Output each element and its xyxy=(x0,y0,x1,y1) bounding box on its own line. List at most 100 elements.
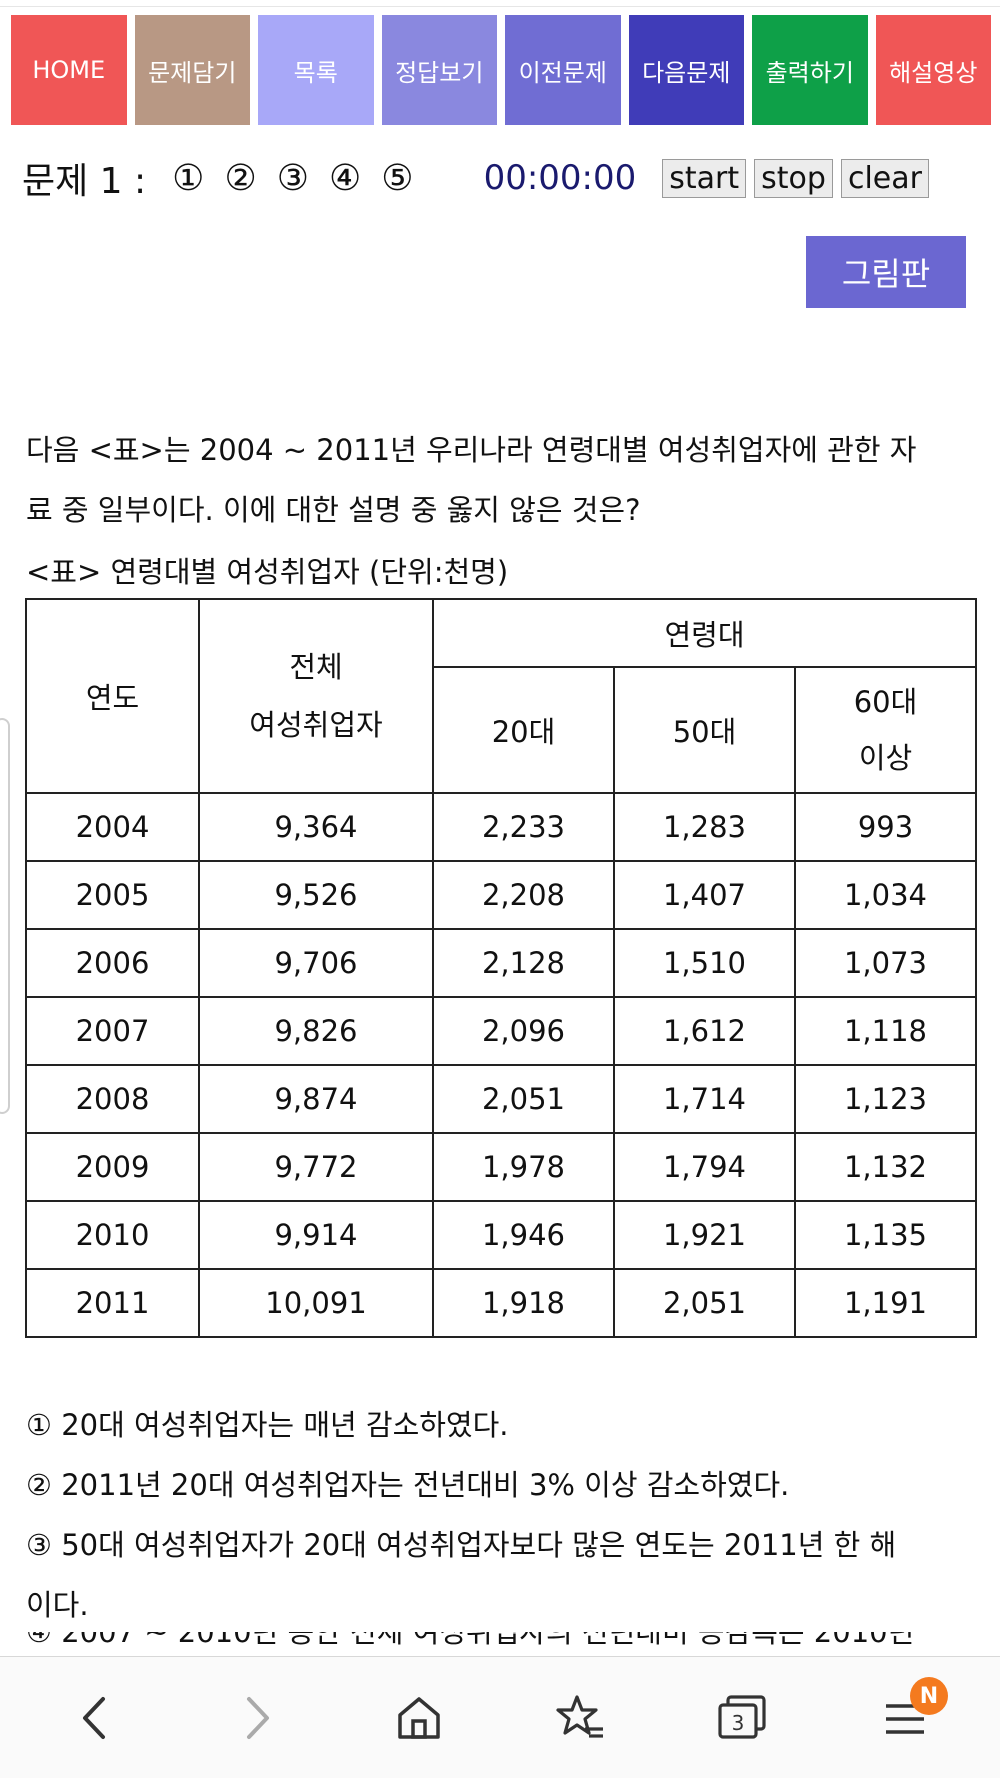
top-divider xyxy=(0,6,1000,7)
explanation-video-button[interactable]: 해설영상 xyxy=(875,15,991,125)
table-row: 2011 10,091 1,918 2,051 1,191 xyxy=(25,1268,977,1338)
option-1: ① 20대 여성취업자는 매년 감소하였다. xyxy=(26,1408,509,1442)
header-50s: 50대 xyxy=(613,666,796,794)
drawing-board-button[interactable]: 그림판 xyxy=(806,236,966,308)
age-20s-cell: 2,051 xyxy=(432,1064,615,1134)
list-button[interactable]: 목록 xyxy=(258,15,374,125)
option-3: ③ 50대 여성취업자가 20대 여성취업자보다 많은 연도는 2011년 한 … xyxy=(26,1515,976,1635)
year-cell: 2009 xyxy=(25,1132,200,1202)
header-age-group: 연령대 xyxy=(432,598,977,668)
option-2: ② 2011년 20대 여성취업자는 전년대비 3% 이상 감소하였다. xyxy=(26,1468,790,1502)
year-cell: 2010 xyxy=(25,1200,200,1270)
total-cell: 10,091 xyxy=(198,1268,434,1338)
table-row: 2006 9,706 2,128 1,510 1,073 xyxy=(25,928,977,998)
question-text-line: 료 중 일부이다. 이에 대한 설명 중 옳지 않은 것은? xyxy=(26,493,641,527)
year-cell: 2007 xyxy=(25,996,200,1066)
option-4-partial: ④ 2007 ~ 2010년 동안 전체 여성취업자의 전년대비 증감폭은 20… xyxy=(26,1632,976,1652)
age-60-plus-cell: 1,118 xyxy=(794,996,977,1066)
header-60-line: 60대 xyxy=(853,685,918,719)
age-20s-cell: 2,096 xyxy=(432,996,615,1066)
total-cell: 9,772 xyxy=(198,1132,434,1202)
header-total-line: 전체 xyxy=(289,650,343,684)
option-3-line: ③ 50대 여성취업자가 20대 여성취업자보다 많은 연도는 2011년 한 … xyxy=(26,1528,897,1562)
menu-notification-badge: N xyxy=(910,1677,948,1715)
option-3-line: 이다. xyxy=(26,1588,89,1622)
total-cell: 9,914 xyxy=(198,1200,434,1270)
timer-start-button[interactable]: start xyxy=(662,158,747,198)
question-text-line: 다음 <표>는 2004 ~ 2011년 우리나라 연령대별 여성취업자에 관한… xyxy=(26,433,917,467)
year-cell: 2005 xyxy=(25,860,200,930)
print-button[interactable]: 출력하기 xyxy=(752,15,868,125)
question-text: 다음 <표>는 2004 ~ 2011년 우리나라 연령대별 여성취업자에 관한… xyxy=(26,420,976,540)
answer-choice-5[interactable]: ⑤ xyxy=(381,157,414,199)
age-60-plus-cell: 1,123 xyxy=(794,1064,977,1134)
timer-clear-button[interactable]: clear xyxy=(840,158,929,198)
table-body: 2004 9,364 2,233 1,283 993 2005 9,526 2,208 1,40… xyxy=(25,792,977,1338)
age-50s-cell: 1,612 xyxy=(613,996,796,1066)
menu-icon[interactable]: N xyxy=(870,1677,948,1753)
next-question-button[interactable]: 다음문제 xyxy=(628,15,744,125)
header-20s: 20대 xyxy=(432,666,615,794)
age-20s-cell: 2,128 xyxy=(432,928,615,998)
answer-choice-2[interactable]: ② xyxy=(224,157,257,199)
table-row: 2010 9,914 1,946 1,921 1,135 xyxy=(25,1200,977,1270)
total-cell: 9,706 xyxy=(198,928,434,998)
total-cell: 9,826 xyxy=(198,996,434,1066)
answer-choice-4[interactable]: ④ xyxy=(329,157,362,199)
year-cell: 2011 xyxy=(25,1268,200,1338)
back-icon[interactable] xyxy=(60,1683,130,1753)
age-50s-cell: 1,714 xyxy=(613,1064,796,1134)
table-caption: <표> 연령대별 여성취업자 (단위:천명) xyxy=(26,555,509,589)
header-60-plus: 60대 이상 xyxy=(794,666,977,794)
table-row: 2005 9,526 2,208 1,407 1,034 xyxy=(25,860,977,930)
tabs-icon[interactable]: 3 xyxy=(708,1683,778,1753)
option-4-text: ④ 2007 ~ 2010년 동안 전체 여성취업자의 전년대비 증감폭은 20… xyxy=(26,1632,915,1649)
side-panel-handle[interactable] xyxy=(0,718,10,1114)
data-table: 연도 전체 여성취업자 연령대 20대 50대 60대 이상 2004 9,364… xyxy=(25,598,977,1338)
show-answer-button[interactable]: 정답보기 xyxy=(381,15,497,125)
question-number-label: 문제 1 : xyxy=(22,161,147,202)
timer-display: 00:00:00 xyxy=(483,158,637,198)
age-20s-cell: 1,918 xyxy=(432,1268,615,1338)
total-cell: 9,874 xyxy=(198,1064,434,1134)
header-total: 전체 여성취업자 xyxy=(198,598,434,794)
age-50s-cell: 1,407 xyxy=(613,860,796,930)
age-50s-cell: 1,510 xyxy=(613,928,796,998)
answer-options: ① 20대 여성취업자는 매년 감소하였다. ② 2011년 20대 여성취업자… xyxy=(26,1395,976,1635)
browser-bottom-bar: 3 N xyxy=(0,1656,1000,1778)
age-50s-cell: 1,283 xyxy=(613,792,796,862)
question-content: 다음 <표>는 2004 ~ 2011년 우리나라 연령대별 여성취업자에 관한… xyxy=(26,420,976,592)
timer-stop-button[interactable]: stop xyxy=(754,158,833,198)
age-60-plus-cell: 1,034 xyxy=(794,860,977,930)
age-60-plus-cell: 1,191 xyxy=(794,1268,977,1338)
forward-icon[interactable] xyxy=(222,1683,292,1753)
header-year: 연도 xyxy=(25,598,200,794)
age-20s-cell: 2,208 xyxy=(432,860,615,930)
table-row: 2004 9,364 2,233 1,283 993 xyxy=(25,792,977,862)
top-nav: HOME 문제담기 목록 정답보기 이전문제 다음문제 출력하기 해설영상 xyxy=(11,15,991,125)
year-cell: 2006 xyxy=(25,928,200,998)
previous-question-button[interactable]: 이전문제 xyxy=(505,15,621,125)
table-row: 2007 9,826 2,096 1,612 1,118 xyxy=(25,996,977,1066)
age-50s-cell: 1,794 xyxy=(613,1132,796,1202)
table-row: 2008 9,874 2,051 1,714 1,123 xyxy=(25,1064,977,1134)
save-question-button[interactable]: 문제담기 xyxy=(134,15,250,125)
age-50s-cell: 2,051 xyxy=(613,1268,796,1338)
age-20s-cell: 1,946 xyxy=(432,1200,615,1270)
tabs-count: 3 xyxy=(732,1711,745,1735)
age-20s-cell: 1,978 xyxy=(432,1132,615,1202)
header-60-line: 이상 xyxy=(858,741,913,775)
bookmarks-icon[interactable] xyxy=(546,1683,616,1753)
home-button[interactable]: HOME xyxy=(11,15,127,125)
age-60-plus-cell: 1,073 xyxy=(794,928,977,998)
answer-choice-1[interactable]: ① xyxy=(172,157,205,199)
total-cell: 9,364 xyxy=(198,792,434,862)
table-row: 2009 9,772 1,978 1,794 1,132 xyxy=(25,1132,977,1202)
header-total-line: 여성취업자 xyxy=(249,708,383,742)
age-60-plus-cell: 1,135 xyxy=(794,1200,977,1270)
home-icon[interactable] xyxy=(384,1683,454,1753)
answer-choice-3[interactable]: ③ xyxy=(276,157,310,199)
total-cell: 9,526 xyxy=(198,860,434,930)
year-cell: 2008 xyxy=(25,1064,200,1134)
age-60-plus-cell: 993 xyxy=(794,792,977,862)
